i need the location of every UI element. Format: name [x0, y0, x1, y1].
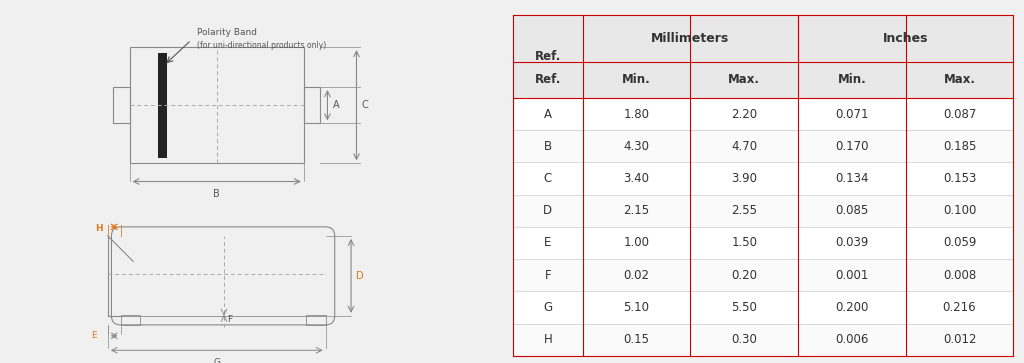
Text: Millimeters: Millimeters: [651, 32, 729, 45]
Text: 0.085: 0.085: [836, 204, 868, 217]
Text: 0.008: 0.008: [943, 269, 976, 282]
Text: 0.012: 0.012: [943, 333, 976, 346]
Text: 0.039: 0.039: [836, 236, 868, 249]
Bar: [513, 291, 1014, 323]
Text: 0.134: 0.134: [836, 172, 868, 185]
Text: 0.153: 0.153: [943, 172, 976, 185]
Text: F: F: [227, 315, 232, 324]
Text: 0.20: 0.20: [731, 269, 757, 282]
Text: Min.: Min.: [623, 73, 651, 86]
Text: 1.80: 1.80: [624, 107, 649, 121]
Bar: [158, 53, 167, 158]
Text: (for uni-directional products only): (for uni-directional products only): [197, 41, 326, 50]
Text: 4.30: 4.30: [624, 140, 649, 153]
Text: 0.001: 0.001: [836, 269, 868, 282]
Text: 1.00: 1.00: [624, 236, 649, 249]
Text: 0.087: 0.087: [943, 107, 976, 121]
Text: G: G: [544, 301, 552, 314]
Text: 0.006: 0.006: [836, 333, 868, 346]
Text: 1.50: 1.50: [731, 236, 757, 249]
Text: Ref.: Ref.: [535, 50, 561, 63]
Text: 0.15: 0.15: [624, 333, 649, 346]
Text: F: F: [545, 269, 551, 282]
Text: 2.15: 2.15: [624, 204, 649, 217]
Text: E: E: [544, 236, 552, 249]
Text: Min.: Min.: [838, 73, 866, 86]
Text: 0.30: 0.30: [731, 333, 757, 346]
Text: Ref.: Ref.: [535, 73, 561, 86]
Text: 0.100: 0.100: [943, 204, 976, 217]
Bar: [121, 315, 140, 325]
Bar: [513, 130, 1014, 163]
Text: H: H: [95, 224, 102, 233]
Text: 0.170: 0.170: [836, 140, 868, 153]
Bar: [513, 98, 1014, 130]
Text: 5.10: 5.10: [624, 301, 649, 314]
Text: H: H: [544, 333, 552, 346]
Text: 3.90: 3.90: [731, 172, 757, 185]
Bar: [513, 195, 1014, 227]
Text: C: C: [544, 172, 552, 185]
Bar: [513, 163, 1014, 195]
Text: 0.200: 0.200: [836, 301, 868, 314]
Text: D: D: [544, 204, 552, 217]
Text: G: G: [213, 358, 220, 363]
Bar: [304, 87, 321, 123]
Text: 0.216: 0.216: [943, 301, 976, 314]
Text: C: C: [361, 100, 369, 110]
Text: Inches: Inches: [883, 32, 929, 45]
Text: A: A: [544, 107, 552, 121]
Text: A: A: [333, 100, 340, 110]
Text: 2.20: 2.20: [731, 107, 758, 121]
Text: D: D: [356, 271, 365, 281]
Text: 0.02: 0.02: [624, 269, 649, 282]
Bar: [130, 47, 304, 163]
Bar: [114, 87, 130, 123]
Text: Max.: Max.: [943, 73, 976, 86]
Text: B: B: [544, 140, 552, 153]
Bar: [513, 259, 1014, 291]
Text: 2.55: 2.55: [731, 204, 757, 217]
Text: 0.185: 0.185: [943, 140, 976, 153]
Text: 0.059: 0.059: [943, 236, 976, 249]
Bar: [513, 323, 1014, 356]
Text: Polarity Band: Polarity Band: [197, 28, 257, 37]
Text: E: E: [91, 331, 97, 340]
Text: 4.70: 4.70: [731, 140, 758, 153]
Text: 0.071: 0.071: [836, 107, 868, 121]
Text: 3.40: 3.40: [624, 172, 649, 185]
Bar: [513, 227, 1014, 259]
Text: 5.50: 5.50: [731, 301, 757, 314]
Text: Max.: Max.: [728, 73, 760, 86]
Text: B: B: [213, 189, 220, 200]
Bar: [305, 315, 326, 325]
